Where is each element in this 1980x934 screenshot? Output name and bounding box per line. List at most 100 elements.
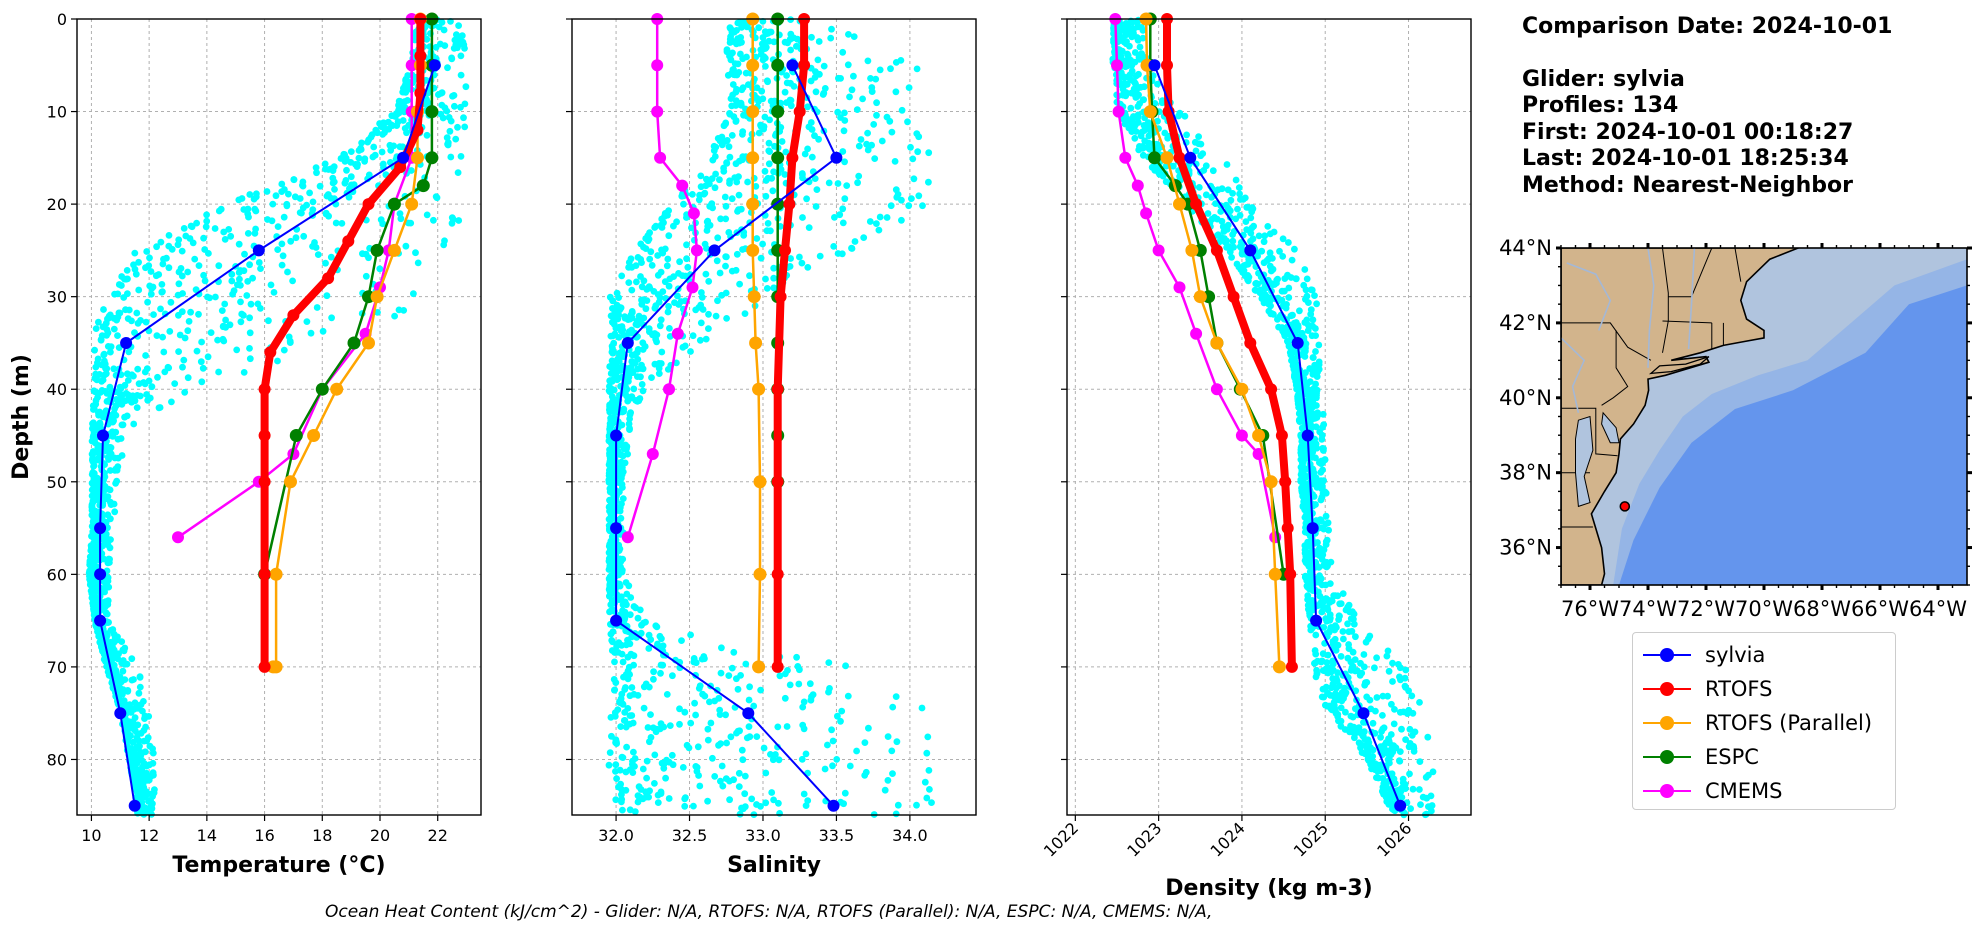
glider-obs-dot bbox=[716, 176, 723, 184]
data-point-sylvia bbox=[1291, 337, 1304, 349]
glider-obs-dot bbox=[710, 147, 718, 155]
axes-frame bbox=[76, 18, 482, 816]
glider-obs-dot bbox=[185, 318, 193, 325]
glider-obs-dot bbox=[378, 148, 386, 156]
glider-obs-dot bbox=[743, 53, 750, 61]
glider-obs-dot bbox=[120, 702, 128, 709]
data-point-rtofs-parallel bbox=[747, 290, 761, 304]
glider-obs-dot bbox=[99, 323, 107, 331]
glider-obs-dot bbox=[379, 131, 387, 138]
glider-obs-dot bbox=[704, 797, 711, 805]
glider-obs-dot bbox=[115, 650, 122, 658]
glider-obs-dot bbox=[435, 23, 443, 31]
glider-obs-dot bbox=[648, 262, 656, 269]
glider-obs-dot bbox=[650, 668, 657, 676]
glider-obs-dot bbox=[379, 160, 387, 168]
glider-obs-dot bbox=[1304, 596, 1311, 603]
glider-obs-dot bbox=[376, 265, 384, 273]
glider-obs-dot bbox=[774, 723, 782, 731]
glider-obs-dot bbox=[746, 272, 753, 280]
glider-obs-dot bbox=[634, 373, 641, 380]
glider-obs-dot bbox=[160, 255, 167, 263]
glider-obs-dot bbox=[104, 597, 112, 605]
glider-obs-dot bbox=[619, 452, 627, 460]
glider-obs-dot bbox=[110, 417, 117, 425]
glider-obs-dot bbox=[841, 109, 848, 117]
legend-item-rtofs: RTOFS bbox=[1641, 674, 1772, 704]
data-point-rtofs bbox=[793, 105, 806, 118]
glider-obs-dot bbox=[690, 658, 698, 666]
glider-obs-dot bbox=[738, 746, 746, 754]
glider-obs-dot bbox=[1409, 785, 1417, 793]
data-point-rtofs bbox=[258, 568, 271, 581]
glider-obs-dot bbox=[674, 292, 681, 300]
glider-obs-dot bbox=[918, 704, 926, 712]
glider-obs-dot bbox=[131, 723, 138, 730]
glider-obs-dot bbox=[770, 284, 778, 292]
glider-obs-dot bbox=[1396, 664, 1404, 672]
glider-obs-dot bbox=[729, 81, 737, 88]
data-point-rtofs bbox=[774, 290, 787, 303]
series-line-rtofs-parallel bbox=[751, 19, 762, 667]
glider-obs-dot bbox=[630, 385, 638, 393]
glider-obs-dot bbox=[776, 672, 784, 680]
data-point-sylvia bbox=[1306, 522, 1319, 535]
river bbox=[1687, 248, 1696, 350]
glider-obs-dot bbox=[89, 510, 97, 518]
glider-obs-dot bbox=[651, 780, 658, 787]
glider-obs-dot bbox=[182, 232, 190, 240]
glider-obs-dot bbox=[607, 501, 615, 509]
series-rtofs bbox=[1161, 13, 1298, 673]
glider-obs-dot bbox=[730, 648, 738, 656]
glider-obs-dot bbox=[651, 224, 659, 231]
glider-obs-dot bbox=[1124, 73, 1132, 81]
glider-obs-dot bbox=[1337, 600, 1345, 607]
glider-obs-dot bbox=[299, 204, 307, 212]
x-tick-label: 12 bbox=[139, 826, 159, 845]
lon-tick-label: 68°W bbox=[1793, 597, 1851, 621]
glider-obs-dot bbox=[714, 234, 722, 242]
data-point-rtofs bbox=[1275, 429, 1288, 442]
grid bbox=[572, 18, 976, 815]
glider-obs-dot bbox=[617, 514, 625, 522]
glider-obs-dot bbox=[718, 644, 725, 652]
glider-obs-dot bbox=[617, 723, 625, 730]
data-point-rtofs bbox=[1227, 290, 1240, 303]
glider-obs-dot bbox=[1154, 146, 1162, 154]
glider-obs-dot bbox=[198, 378, 206, 386]
glider-obs-dot bbox=[1347, 615, 1355, 622]
glider-obs-dot bbox=[423, 131, 431, 139]
glider-obs-dot bbox=[696, 682, 704, 690]
glider-obs-dot bbox=[769, 187, 777, 195]
glider-obs-dot bbox=[410, 290, 417, 298]
glider-obs-dot bbox=[914, 148, 922, 156]
glider-obs-dot bbox=[104, 493, 112, 500]
glider-obs-dot bbox=[876, 213, 884, 221]
glider-obs-dot bbox=[646, 255, 654, 263]
glider-obs-dot bbox=[697, 319, 705, 327]
glider-obs-dot bbox=[313, 304, 321, 311]
glider-obs-dot bbox=[325, 166, 332, 173]
glider-obs-dot bbox=[146, 254, 153, 262]
glider-obs-dot bbox=[836, 211, 844, 219]
glider-obs-dot bbox=[361, 157, 368, 165]
glider-obs-dot bbox=[102, 602, 109, 610]
glider-obs-dot bbox=[89, 497, 97, 505]
glider-obs-dot bbox=[622, 383, 629, 391]
glider-obs-dot bbox=[430, 216, 437, 224]
glider-obs-dot bbox=[1408, 732, 1416, 739]
glider-obs-dot bbox=[688, 224, 695, 232]
delaware-bay bbox=[1601, 411, 1620, 444]
glider-obs-dot bbox=[1314, 657, 1321, 665]
glider-obs-dot bbox=[110, 325, 118, 333]
glider-obs-dot bbox=[1280, 325, 1288, 333]
glider-obs-dot bbox=[783, 723, 791, 730]
glider-obs-dot bbox=[1347, 658, 1355, 666]
glider-obs-dot bbox=[1339, 590, 1347, 597]
glider-obs-dot bbox=[1266, 249, 1274, 257]
glider-obs-dot bbox=[1312, 325, 1319, 332]
glider-obs-dot bbox=[618, 441, 626, 449]
glider-obs-dot bbox=[111, 290, 118, 298]
glider-obs-dot bbox=[1299, 503, 1307, 511]
glider-obs-dot bbox=[735, 191, 743, 199]
